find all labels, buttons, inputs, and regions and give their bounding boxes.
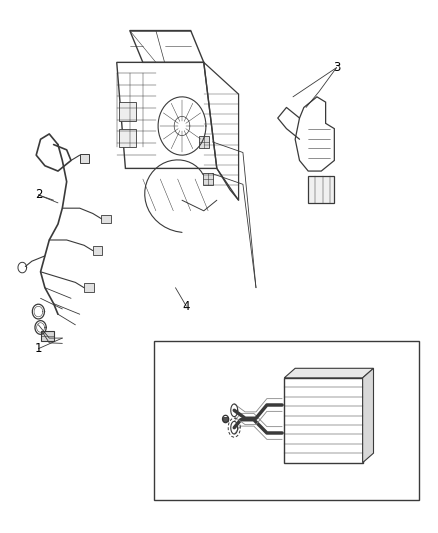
Polygon shape xyxy=(308,176,334,203)
Bar xyxy=(203,173,213,185)
Bar xyxy=(93,246,102,255)
Text: 4: 4 xyxy=(183,300,190,313)
Text: 2: 2 xyxy=(35,189,42,201)
Text: 1: 1 xyxy=(35,342,42,355)
Bar xyxy=(198,135,209,148)
Bar xyxy=(41,331,53,341)
Bar xyxy=(119,102,136,120)
Text: 3: 3 xyxy=(333,61,340,74)
Polygon shape xyxy=(284,368,374,378)
Bar xyxy=(154,341,419,500)
Polygon shape xyxy=(363,368,374,463)
Bar xyxy=(119,128,136,147)
Bar xyxy=(223,417,228,421)
Bar xyxy=(102,215,111,223)
Bar xyxy=(80,154,89,163)
Bar xyxy=(84,284,94,292)
